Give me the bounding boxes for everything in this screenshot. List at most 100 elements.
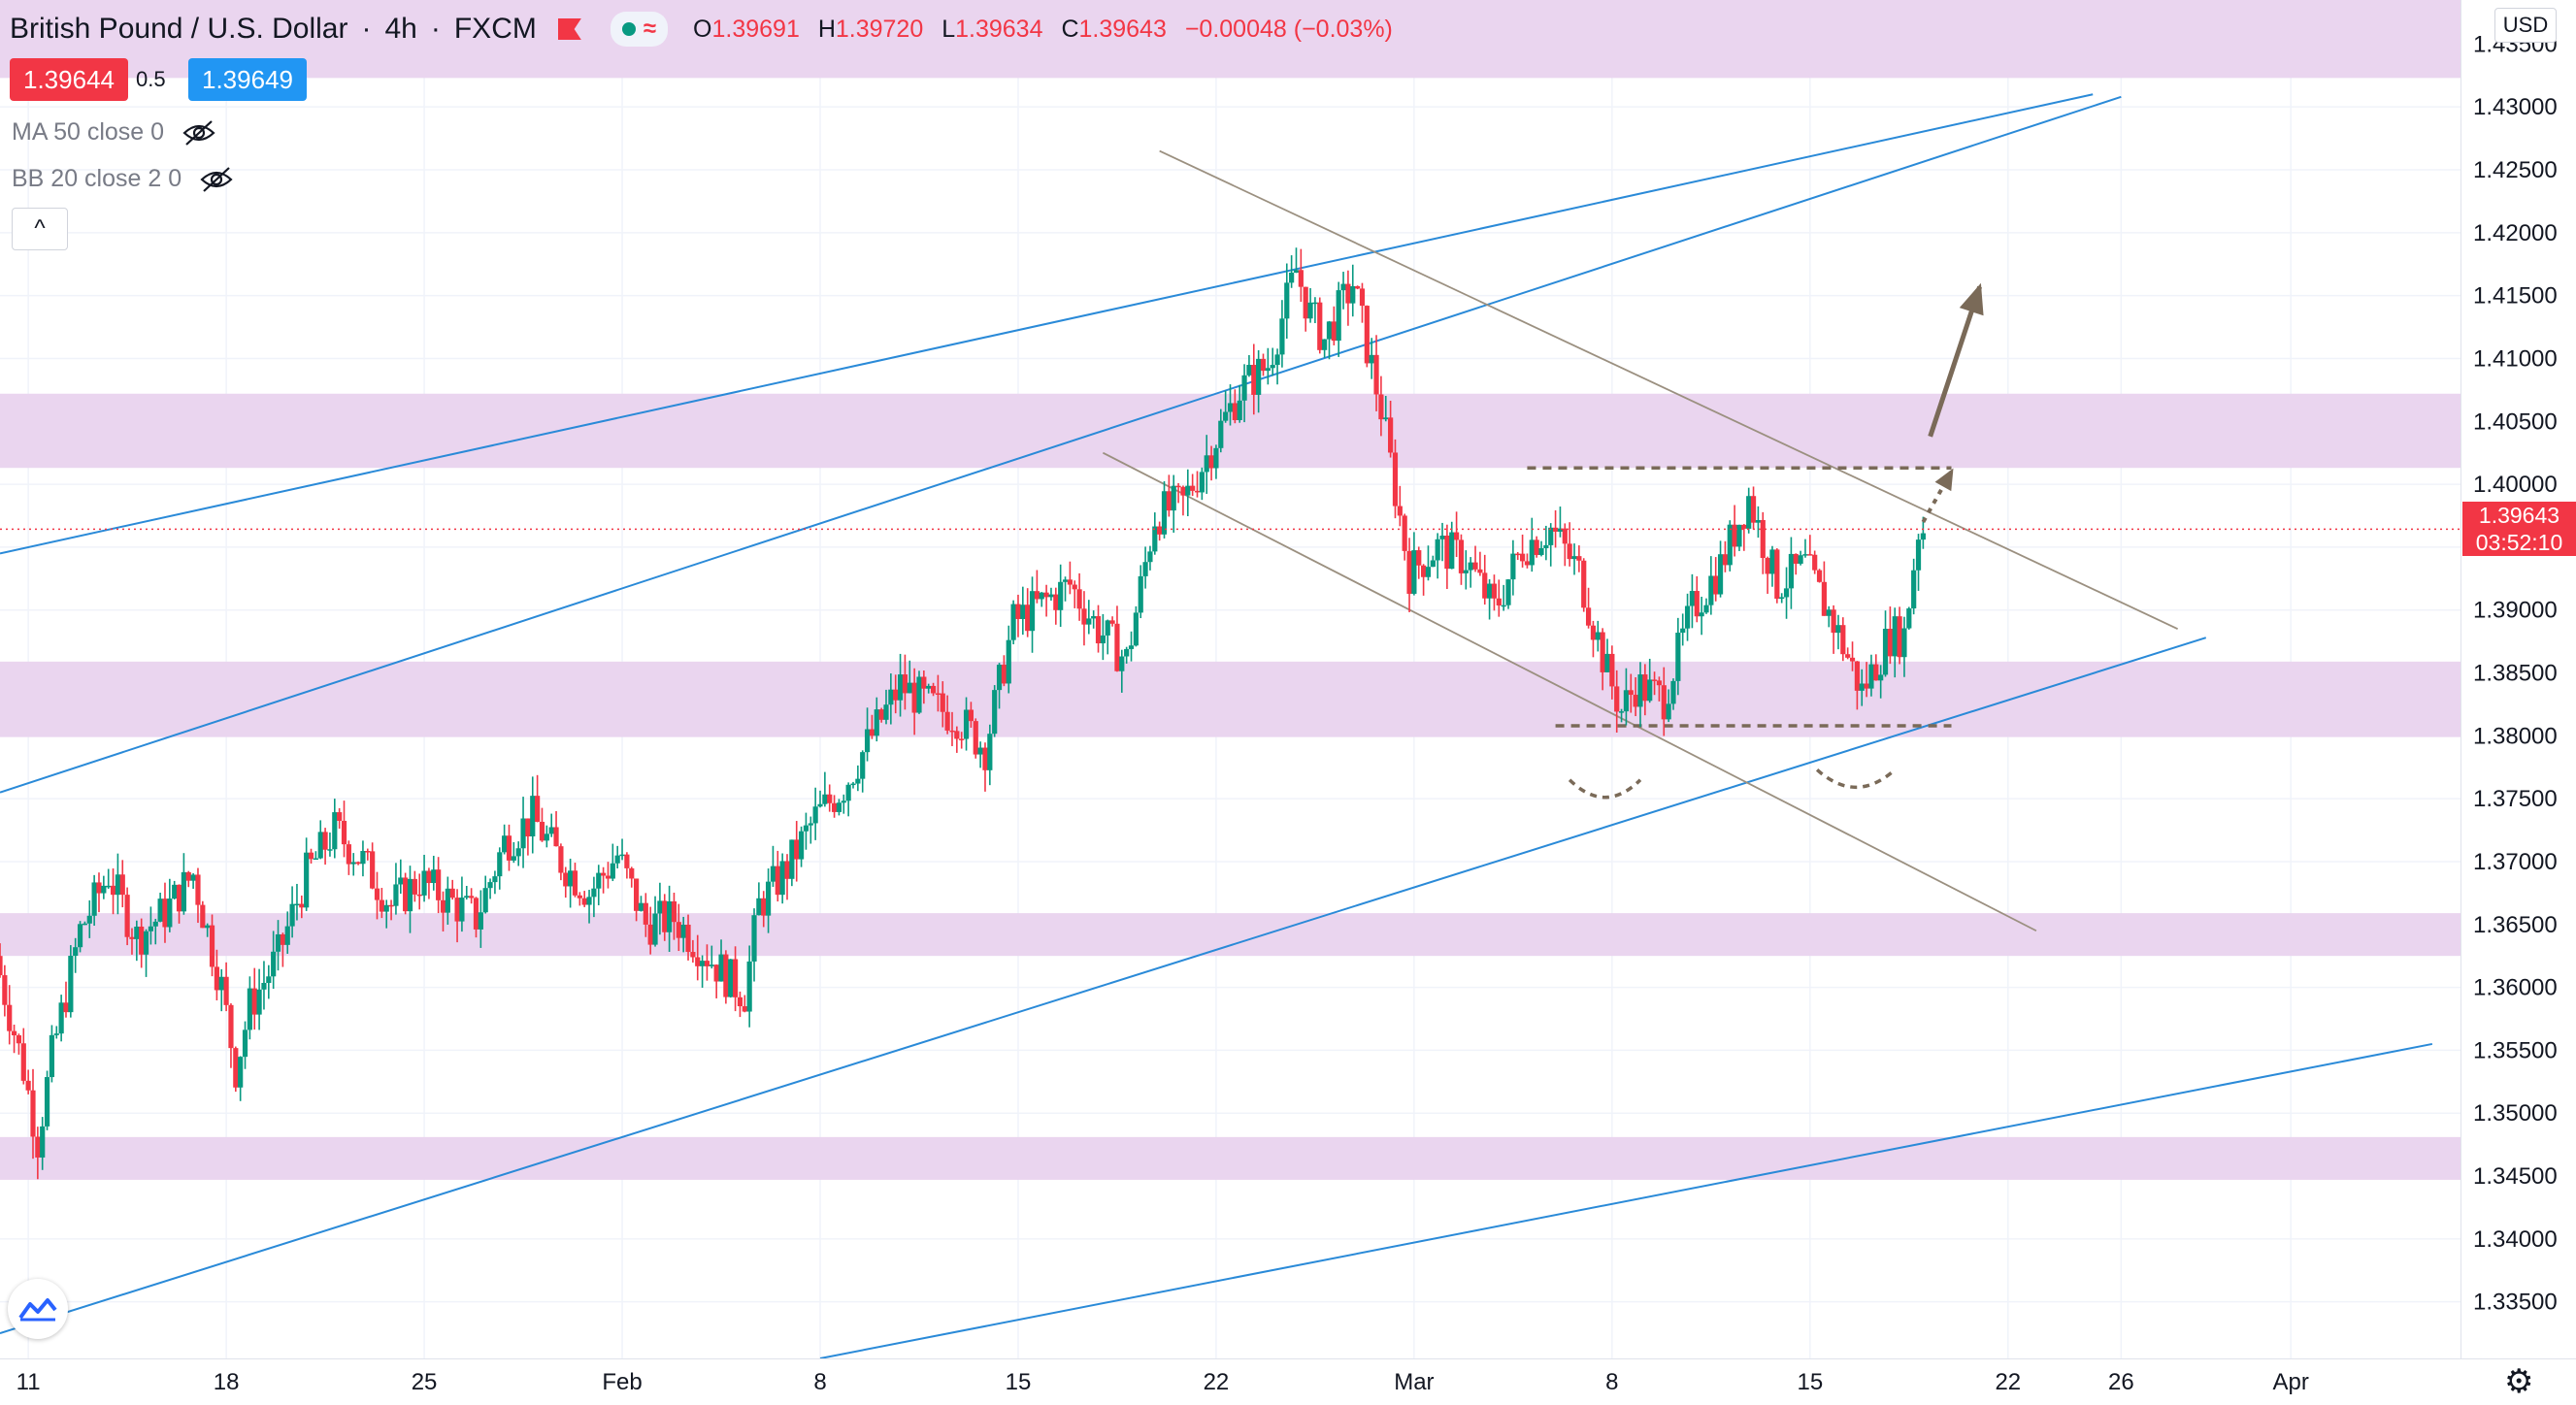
candle-up xyxy=(106,885,112,888)
candle-up xyxy=(82,923,88,926)
candle-down xyxy=(1359,288,1366,307)
candle-up xyxy=(1604,653,1610,672)
high-label: H xyxy=(817,15,836,43)
candle-down xyxy=(1633,695,1638,707)
candle-up xyxy=(464,896,470,899)
candle-up xyxy=(897,674,904,701)
candle-up xyxy=(963,709,970,739)
candle-down xyxy=(949,730,955,733)
candle-down xyxy=(695,957,701,966)
candle-up xyxy=(1289,272,1295,283)
candle-down xyxy=(704,961,710,966)
candle-up xyxy=(1133,612,1139,646)
candle-down xyxy=(251,988,257,1015)
price-axis[interactable]: 1.33500 1.34000 1.34500 1.35000 1.35500 1.360… xyxy=(2473,31,2558,1315)
candle-up xyxy=(756,898,762,916)
candle-up xyxy=(888,689,894,705)
candle-down xyxy=(647,924,653,945)
candle-down xyxy=(355,862,361,865)
candle-down xyxy=(1651,679,1658,681)
time-axis[interactable]: 11 18 25 Feb 8 15 22 Mar 8 15 22 26 Apr xyxy=(17,1369,2309,1395)
price-tick-label: 1.42000 xyxy=(2473,220,2558,246)
candle-down xyxy=(525,818,531,837)
candle-up xyxy=(1227,403,1234,412)
annotations[interactable] xyxy=(1568,282,1984,800)
trend-line xyxy=(1159,149,2179,630)
time-tick-label: 15 xyxy=(1006,1369,1032,1395)
candle-up xyxy=(68,956,74,1013)
candle-up xyxy=(492,876,498,883)
gear-icon[interactable]: ⚙ xyxy=(2504,1363,2534,1400)
candle-up xyxy=(586,897,592,905)
drawing-lines[interactable] xyxy=(0,93,2433,1359)
candle-up xyxy=(530,796,536,837)
candle-up xyxy=(1647,679,1653,702)
candle-up xyxy=(1835,625,1841,634)
candle-up xyxy=(44,1077,50,1127)
candle-down xyxy=(1609,653,1615,687)
candle-down xyxy=(1854,661,1860,691)
candle-up xyxy=(1878,674,1884,681)
indicator-bb[interactable]: BB 20 close 2 0 xyxy=(12,165,234,193)
buy-button[interactable]: 1.39649 xyxy=(188,58,307,101)
candle-up xyxy=(614,855,620,864)
sell-button[interactable]: 1.39644 xyxy=(10,58,128,101)
eye-off-icon[interactable] xyxy=(199,166,234,193)
candle-up xyxy=(1435,539,1440,561)
candle-down xyxy=(195,874,201,905)
interval-label[interactable]: 4h xyxy=(384,13,417,45)
channel-line xyxy=(0,93,2094,555)
sr-zone xyxy=(0,0,2460,79)
flag-icon[interactable] xyxy=(557,18,581,40)
time-tick-label: 8 xyxy=(813,1369,826,1395)
close-value: 1.39643 xyxy=(1078,15,1167,43)
candle-up xyxy=(304,852,310,908)
candle-down xyxy=(605,875,611,879)
candle-up xyxy=(238,1057,244,1088)
tradingview-logo[interactable] xyxy=(8,1279,68,1339)
candle-down xyxy=(893,689,899,701)
candle-down xyxy=(0,956,3,976)
candle-up xyxy=(1915,539,1922,571)
candle-down xyxy=(228,1004,234,1049)
candle-down xyxy=(308,852,314,860)
eye-off-icon[interactable] xyxy=(182,119,216,147)
symbol-title[interactable]: British Pound / U.S. Dollar xyxy=(10,13,348,45)
indicator-ma-label: MA 50 close 0 xyxy=(12,118,165,146)
candle-up xyxy=(746,961,752,1012)
channel-line xyxy=(0,95,2122,794)
candle-up xyxy=(1670,680,1676,704)
candle-down xyxy=(1642,674,1648,702)
candle-down xyxy=(1491,583,1498,599)
candle-up xyxy=(313,858,318,861)
candle-up xyxy=(1623,690,1630,712)
market-status-pill[interactable]: ≈ xyxy=(610,12,669,47)
candle-down xyxy=(1114,623,1120,671)
candle-down xyxy=(341,820,347,845)
candle-up xyxy=(1218,420,1224,448)
candle-down xyxy=(1713,575,1719,595)
indicator-ma[interactable]: MA 50 close 0 xyxy=(12,118,216,147)
candle-down xyxy=(662,900,668,932)
header-separator: · xyxy=(430,13,441,45)
candle-down xyxy=(553,827,559,847)
candle-up xyxy=(1708,575,1714,605)
collapse-legend-button[interactable]: ^ xyxy=(12,208,68,250)
candle-up xyxy=(1868,664,1874,689)
candle-up xyxy=(1769,549,1775,574)
candle-down xyxy=(374,888,380,900)
candle-up xyxy=(1906,608,1912,629)
candle-up xyxy=(360,851,366,865)
candle-down xyxy=(676,922,681,938)
candle-up xyxy=(1147,551,1153,563)
candle-down xyxy=(337,812,343,821)
candle-up xyxy=(247,988,252,1030)
candle-up xyxy=(836,802,842,812)
candle-down xyxy=(1477,569,1483,573)
currency-label[interactable]: USD xyxy=(2494,8,2557,43)
candle-up xyxy=(987,734,993,770)
candle-down xyxy=(1840,625,1846,655)
candle-up xyxy=(1717,554,1724,595)
candle-up xyxy=(383,904,389,912)
